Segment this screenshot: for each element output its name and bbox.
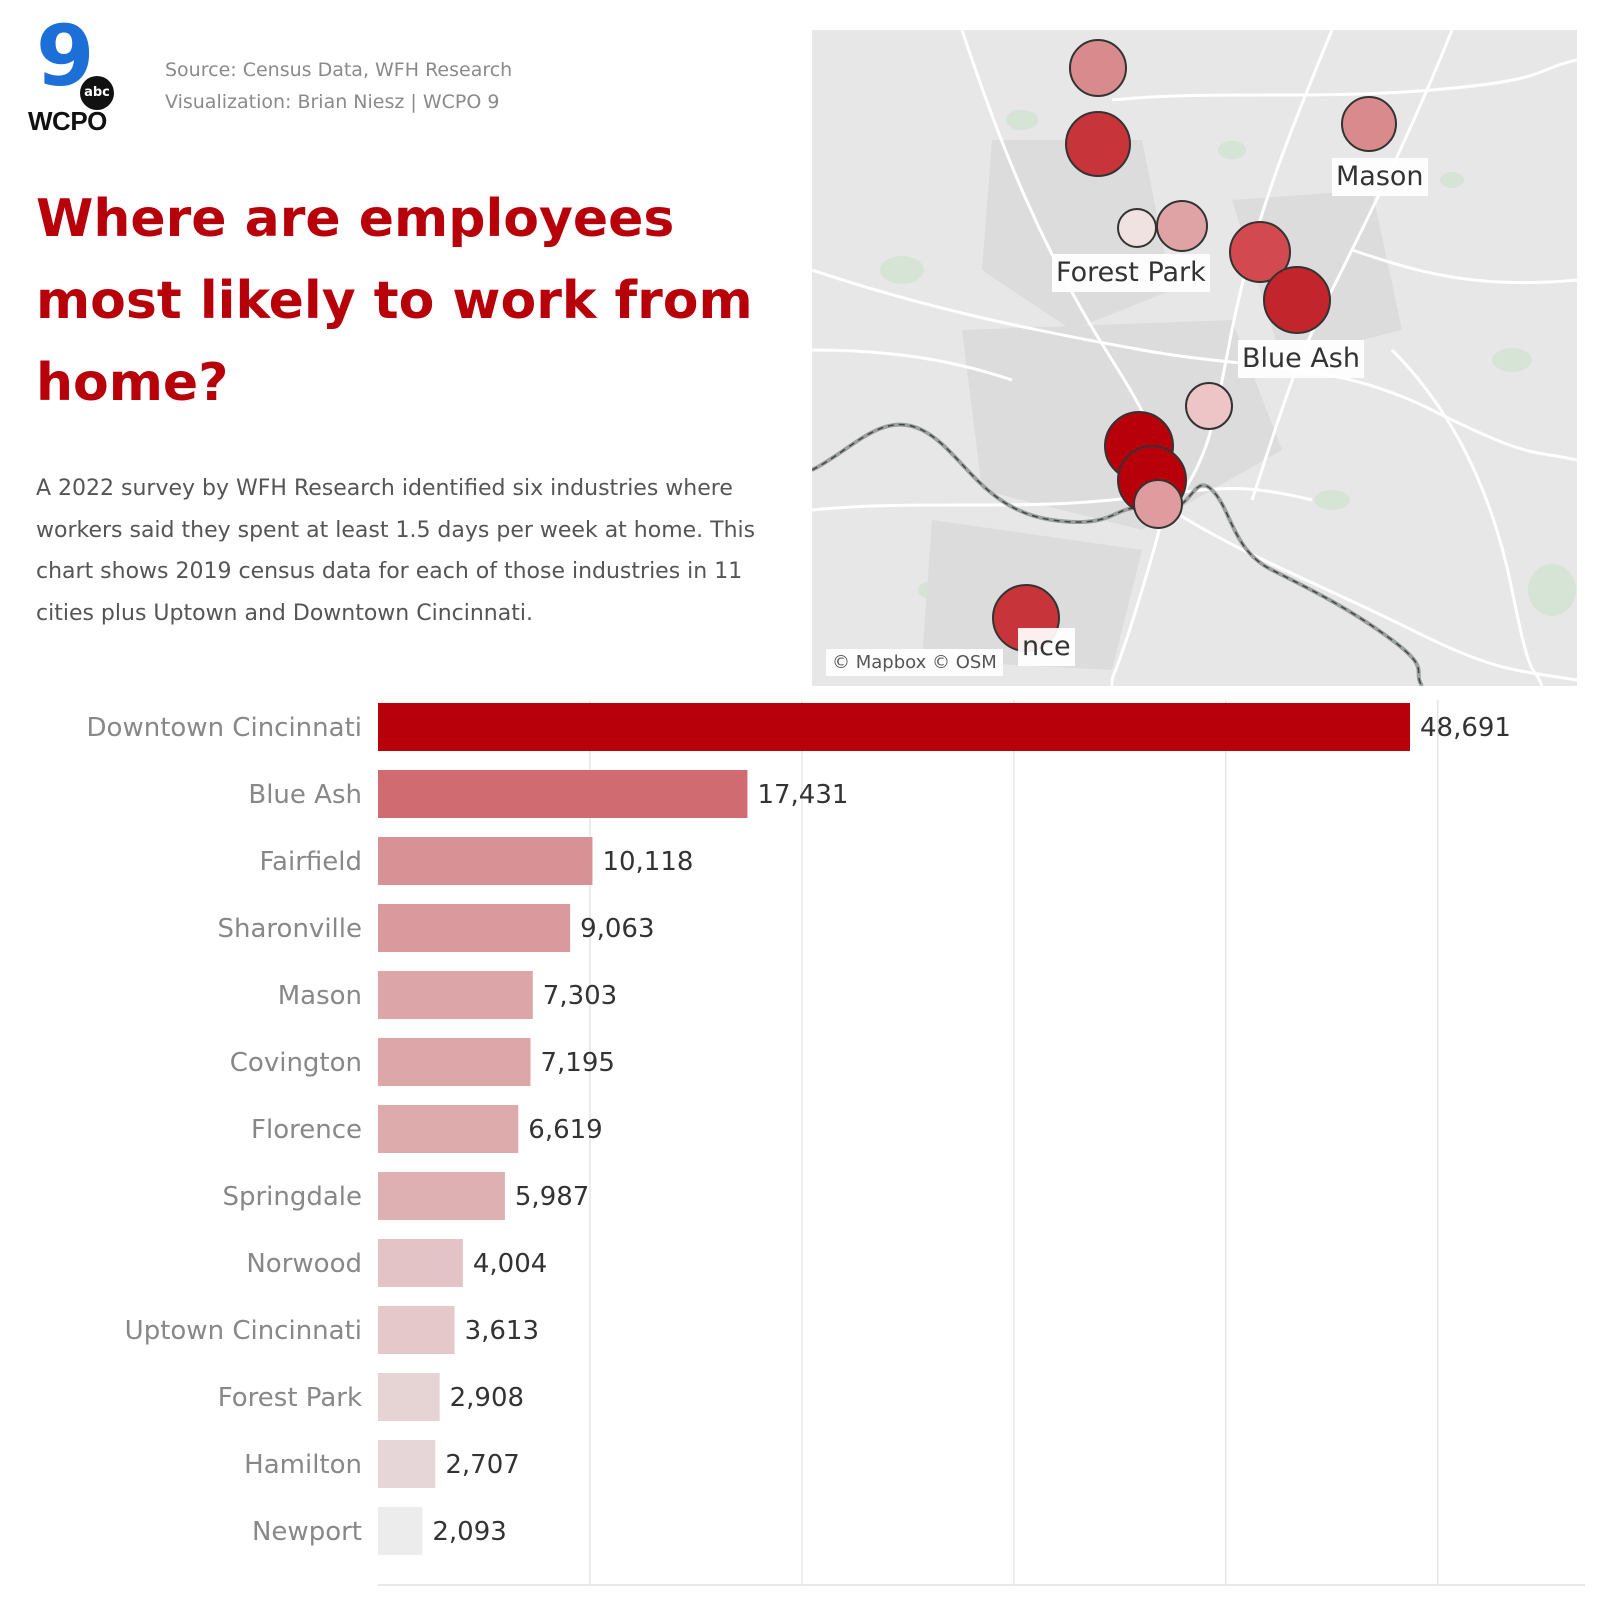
value-label: 6,619 (528, 1115, 602, 1145)
bar-chart-svg: Downtown Cincinnati 48,691 Blue Ash 17,431 F… (87, 700, 1585, 1586)
value-label: 5,987 (515, 1182, 589, 1212)
abc-logo-badge: abc (80, 76, 114, 110)
value-label: 9,063 (580, 914, 654, 944)
category-label: Covington (230, 1048, 362, 1078)
bar-chart: Downtown Cincinnati 48,691 Blue Ash 17,431 F… (0, 700, 1600, 1600)
category-label: Florence (251, 1115, 362, 1145)
value-label: 4,004 (473, 1249, 547, 1279)
map-label-forest-park: Forest Park (1052, 254, 1210, 292)
bar-hamilton[interactable] (378, 1440, 436, 1488)
map-circle-fairfield[interactable] (1065, 111, 1131, 177)
source-credits: Source: Census Data, WFH Research Visual… (165, 54, 512, 118)
bar-norwood[interactable] (378, 1239, 463, 1287)
bar-blue-ash[interactable] (378, 770, 748, 818)
category-label: Hamilton (244, 1450, 362, 1480)
wcpo-logo: 9 abc WCPO (28, 14, 128, 140)
source-line: Source: Census Data, WFH Research (165, 59, 513, 81)
category-label: Uptown Cincinnati (125, 1316, 362, 1346)
map-label-blue-ash: Blue Ash (1238, 340, 1364, 378)
map-circle-mason[interactable] (1341, 96, 1397, 152)
category-label: Mason (278, 981, 362, 1011)
category-label: Fairfield (259, 847, 362, 877)
credit-line: Visualization: Brian Niesz | WCPO 9 (165, 91, 500, 113)
map-green-areas (880, 110, 1576, 616)
category-label: Blue Ash (248, 780, 362, 810)
map-circle-springdale[interactable] (1156, 200, 1208, 252)
value-label: 17,431 (757, 780, 848, 810)
category-label: Newport (252, 1517, 362, 1547)
value-label: 48,691 (1420, 713, 1511, 743)
bar-florence[interactable] (378, 1105, 519, 1153)
value-label: 10,118 (602, 847, 693, 877)
map-circles[interactable] (992, 39, 1397, 652)
bar-forest-park[interactable] (378, 1373, 440, 1421)
map-svg[interactable] (812, 30, 1577, 686)
value-label: 7,195 (540, 1048, 614, 1078)
map-circle-blue-ash[interactable] (1263, 266, 1331, 334)
map-label-mason: Mason (1332, 158, 1428, 196)
logo-station: WCPO (28, 106, 107, 136)
map-circle-norwood[interactable] (1185, 382, 1233, 430)
category-label: Forest Park (218, 1383, 362, 1413)
value-label: 2,093 (432, 1517, 506, 1547)
map-circle-covington[interactable] (1133, 479, 1183, 529)
bar-newport[interactable] (378, 1507, 423, 1555)
value-label: 3,613 (465, 1316, 539, 1346)
map-circle-forest-park[interactable] (1117, 208, 1157, 248)
headline: Where are employees most likely to work … (36, 189, 753, 413)
map-circle-sharonville[interactable] (1229, 221, 1291, 283)
map-label-florence: nce (1018, 628, 1075, 666)
map-panel[interactable]: Mason Forest Park Blue Ash nce © Mapbox … (812, 30, 1577, 686)
map-attribution: © Mapbox © OSM (826, 649, 1003, 676)
category-label: Springdale (222, 1182, 362, 1212)
description: A 2022 survey by WFH Research identified… (36, 476, 756, 626)
value-label: 2,908 (450, 1383, 524, 1413)
bar-downtown-cincinnati[interactable] (378, 703, 1410, 751)
bar-fairfield[interactable] (378, 837, 593, 885)
category-label: Downtown Cincinnati (87, 713, 362, 743)
category-label: Norwood (246, 1249, 362, 1279)
bar-covington[interactable] (378, 1038, 531, 1086)
bar-uptown-cincinnati[interactable] (378, 1306, 455, 1354)
bar-mason[interactable] (378, 971, 533, 1019)
category-label: Sharonville (218, 914, 362, 944)
value-label: 2,707 (445, 1450, 519, 1480)
bar-sharonville[interactable] (378, 904, 571, 952)
bar-springdale[interactable] (378, 1172, 505, 1220)
map-circle-hamilton[interactable] (1069, 39, 1127, 97)
value-label: 7,303 (543, 981, 617, 1011)
